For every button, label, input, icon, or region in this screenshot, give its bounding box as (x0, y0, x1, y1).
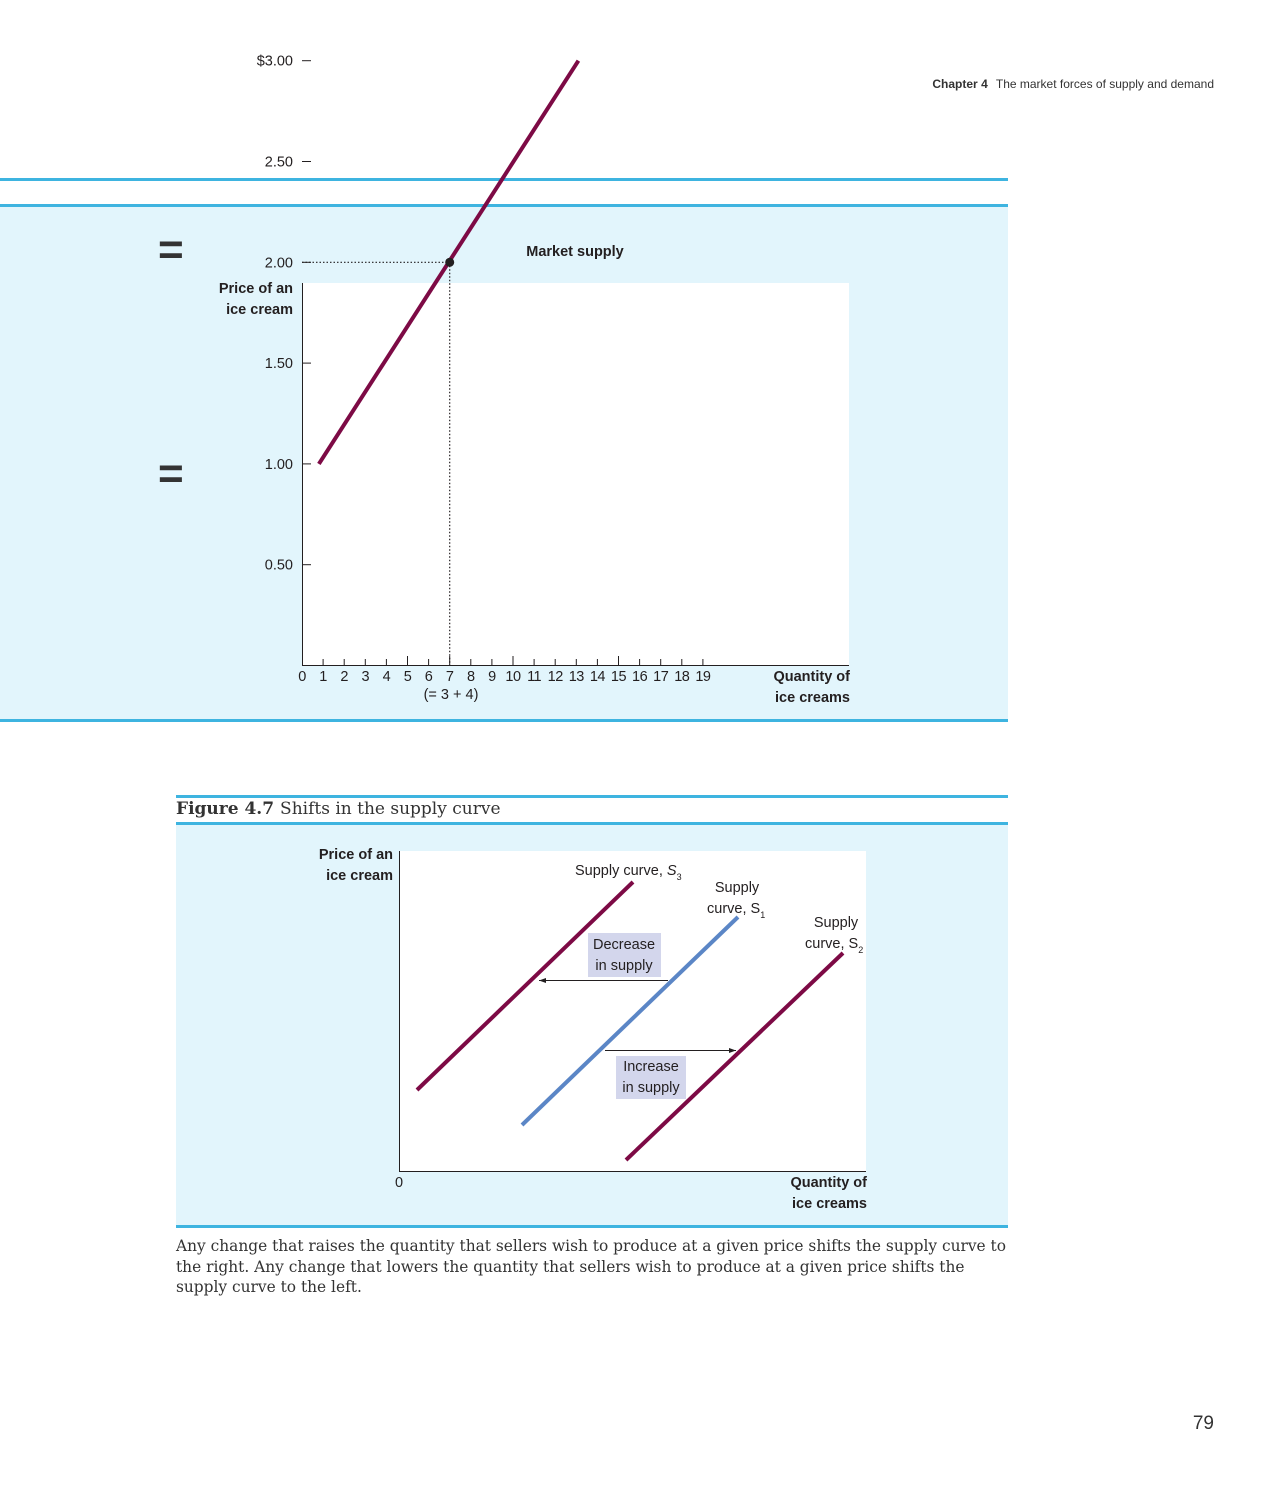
market-supply-panel (0, 207, 1008, 719)
figure-caption: Any change that raises the quantity that… (176, 1237, 1006, 1296)
figure-rule-bottom (176, 1225, 1008, 1228)
figure-label: Figure 4.7 Shifts in the supply curve (176, 799, 501, 819)
page-number: 79 (1192, 1413, 1214, 1434)
top-rule-1 (0, 178, 1008, 181)
y-tick-label: $3.00 (257, 54, 293, 70)
y-tick-label: 2.50 (265, 155, 293, 171)
equals-sign-middle: = (158, 449, 184, 498)
figure-rule-2 (176, 822, 1008, 825)
top-rule-3 (0, 719, 1008, 722)
figure-number: Figure 4.7 (176, 799, 275, 819)
running-head: Chapter 4 The market forces of supply an… (932, 77, 1214, 91)
chapter-number: Chapter 4 (932, 77, 988, 91)
figure-title: Shifts in the supply curve (280, 799, 501, 819)
chapter-title: The market forces of supply and demand (995, 77, 1214, 91)
figure-panel (176, 825, 1008, 1225)
figure-rule-top (176, 795, 1008, 798)
equals-sign-top: = (158, 225, 184, 274)
